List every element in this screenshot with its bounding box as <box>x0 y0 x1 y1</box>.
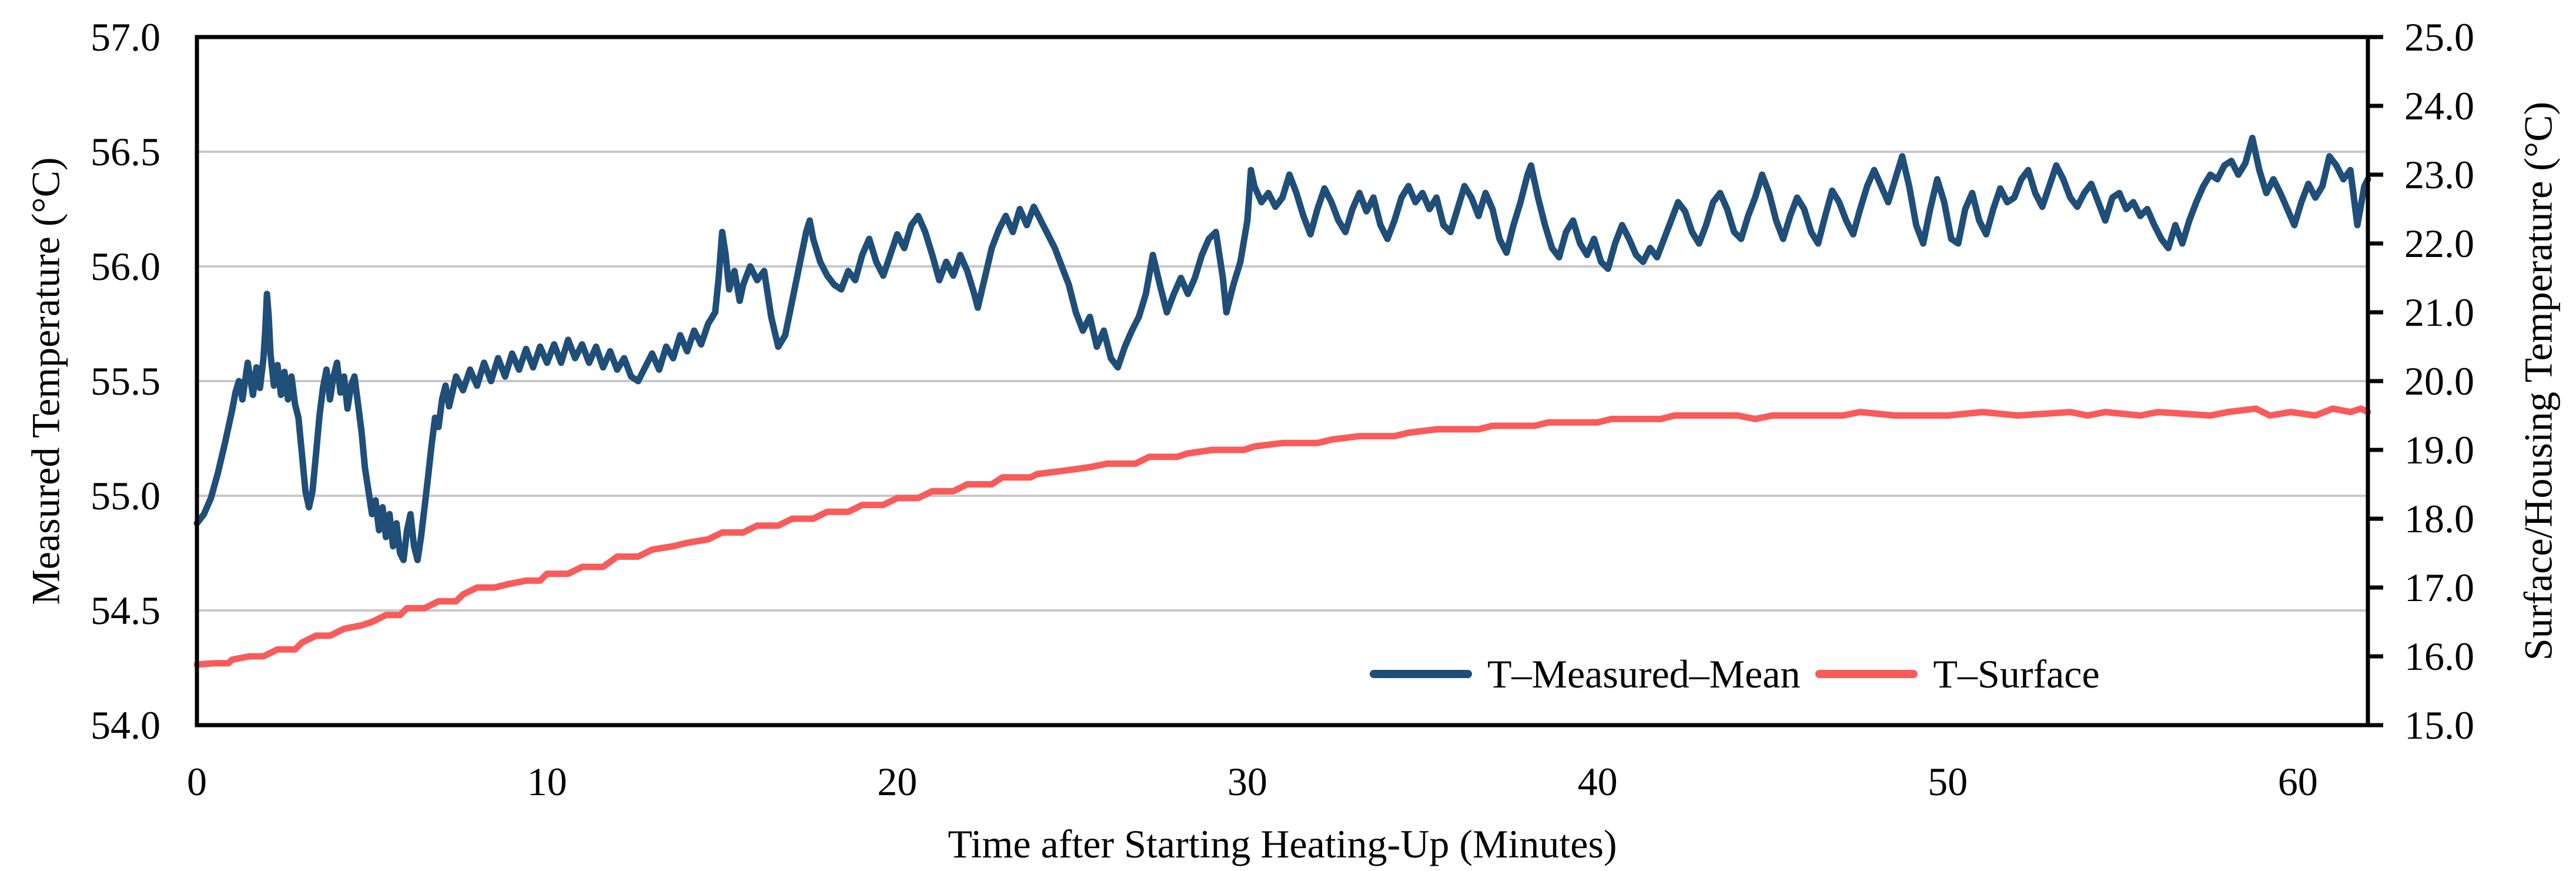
x-tick-label: 0 <box>187 759 207 804</box>
y-left-tick-label: 57.0 <box>91 15 160 59</box>
legend: T–Measured–Mean T–Surface <box>1370 654 2100 694</box>
y-right-tick-label: 25.0 <box>2404 15 2474 59</box>
y-left-tick-label: 56.0 <box>91 244 160 289</box>
y-right-tick-label: 17.0 <box>2404 565 2474 610</box>
x-tick-label: 50 <box>1928 759 1968 804</box>
y-right-tick-label: 18.0 <box>2404 496 2474 541</box>
series-line-surface <box>193 405 2371 668</box>
y-right-tick-label: 23.0 <box>2404 152 2474 197</box>
legend-item-surface: T–Surface <box>1815 652 2100 696</box>
legend-line-measured-mean <box>1370 670 1472 678</box>
y-right-tick-label: 16.0 <box>2404 634 2474 679</box>
x-tick-label: 10 <box>527 759 567 804</box>
legend-label-surface: T–Surface <box>1933 652 2100 696</box>
y-left-tick-label: 55.5 <box>91 359 160 403</box>
y-right-tick-label: 20.0 <box>2404 359 2474 403</box>
x-tick-label: 30 <box>1227 759 1267 804</box>
y-left-tick-label: 54.5 <box>91 588 160 633</box>
series-line-measured-mean <box>193 135 2371 563</box>
y-right-tick-label: 19.0 <box>2404 428 2474 472</box>
legend-item-measured: T–Measured–Mean <box>1370 654 1800 694</box>
y-right-tick-label: 21.0 <box>2404 290 2474 335</box>
y-left-tick-label: 55.0 <box>91 473 160 518</box>
y-left-tick-label: 56.5 <box>91 129 160 174</box>
x-tick-label: 60 <box>2278 759 2318 804</box>
y-right-tick-label: 24.0 <box>2404 84 2474 128</box>
legend-label-measured-mean: T–Measured–Mean <box>1487 652 1801 696</box>
x-axis-title: Time after Starting Heating-Up (Minutes) <box>948 822 1617 866</box>
y-left-tick-label: 54.0 <box>91 703 160 747</box>
y-right-tick-label: 15.0 <box>2404 703 2474 747</box>
x-tick-label: 20 <box>877 759 917 804</box>
y-axis-title-right: Surface/Housing Temperature (°C) <box>2515 101 2561 661</box>
x-tick-label: 40 <box>1578 759 1618 804</box>
y-right-tick-label: 22.0 <box>2404 221 2474 266</box>
y-axis-title-left: Measured Temperature (°C) <box>23 157 68 605</box>
legend-line-surface <box>1815 670 1918 678</box>
